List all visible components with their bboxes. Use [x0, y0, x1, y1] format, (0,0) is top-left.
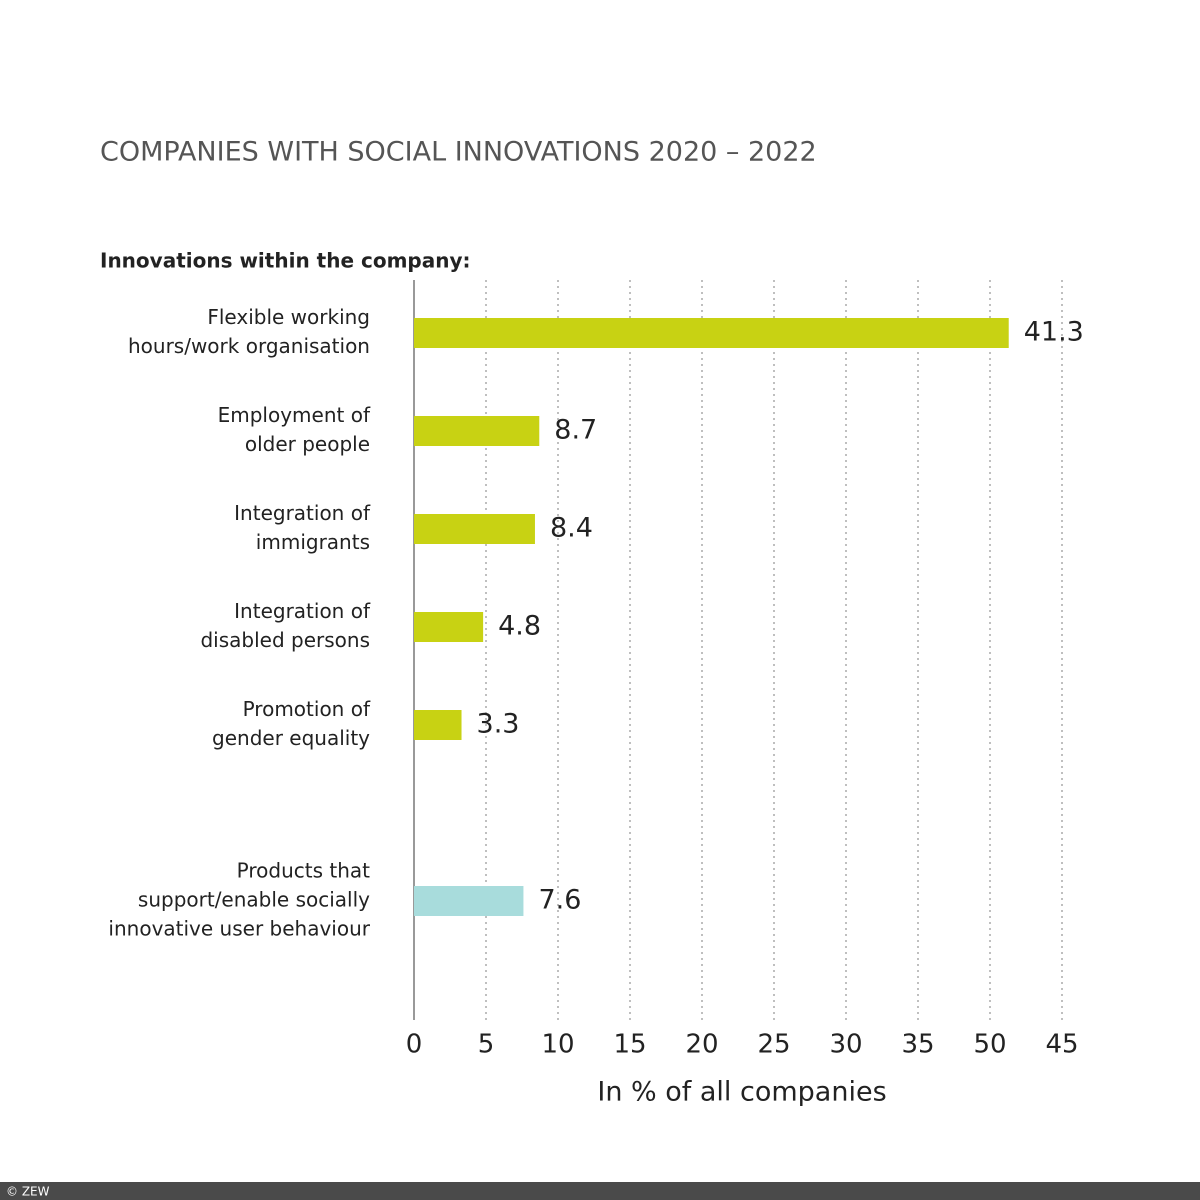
x-tick-label: 15: [613, 1030, 646, 1060]
bar: [414, 514, 535, 544]
category-label: Integration of: [234, 501, 371, 525]
value-label: 4.8: [498, 611, 541, 642]
category-label: Employment of: [218, 403, 371, 427]
bar: [414, 318, 1009, 348]
x-tick-label: 25: [757, 1030, 790, 1060]
value-label: 8.4: [550, 513, 593, 544]
value-label: 7.6: [538, 885, 581, 916]
category-label: Promotion of: [243, 697, 371, 721]
credit: © ZEW: [6, 1185, 50, 1199]
value-label: 41.3: [1024, 317, 1084, 348]
category-label: Products that: [237, 859, 370, 883]
x-tick-label: 45: [1045, 1030, 1078, 1060]
category-label: disabled persons: [200, 628, 370, 652]
category-label: Integration of: [234, 599, 371, 623]
category-label: older people: [245, 432, 370, 456]
value-label: 8.7: [554, 415, 597, 446]
bar: [414, 886, 524, 916]
x-tick-label: 20: [685, 1030, 718, 1060]
section-label: Innovations within the company:: [100, 249, 471, 273]
x-tick-label: 10: [541, 1030, 574, 1060]
x-tick-label: 0: [406, 1030, 423, 1060]
bar: [414, 612, 484, 642]
category-label: gender equality: [212, 726, 370, 750]
x-tick-label: 5: [478, 1030, 495, 1060]
x-tick-label: 30: [829, 1030, 862, 1060]
category-label: support/enable socially: [138, 888, 370, 912]
bar: [414, 416, 540, 446]
category-label: Flexible working: [207, 305, 370, 329]
category-label: innovative user behaviour: [108, 917, 370, 941]
x-tick-label: 50: [973, 1030, 1006, 1060]
value-label: 3.3: [477, 709, 520, 740]
category-label: immigrants: [256, 530, 370, 554]
bar: [414, 710, 462, 740]
chart-title: COMPANIES WITH SOCIAL INNOVATIONS 2020 –…: [100, 137, 817, 168]
x-tick-label: 35: [901, 1030, 934, 1060]
x-axis-title: In % of all companies: [597, 1077, 886, 1108]
category-label: hours/work organisation: [128, 334, 370, 358]
footer-bar: [0, 1182, 1200, 1200]
